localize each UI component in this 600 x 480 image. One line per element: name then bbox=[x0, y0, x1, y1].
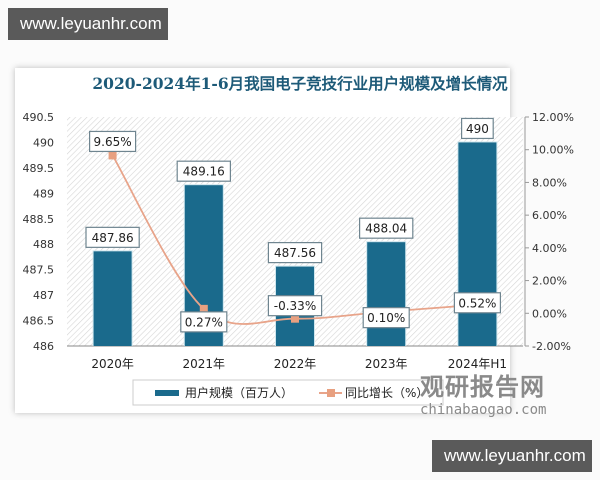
svg-text:-0.33%: -0.33% bbox=[274, 299, 316, 313]
svg-text:490: 490 bbox=[466, 122, 489, 136]
right-axis-tick: 4.00% bbox=[532, 242, 567, 255]
bar bbox=[93, 251, 132, 346]
left-axis-tick: 486.5 bbox=[23, 315, 55, 328]
svg-text:0.52%: 0.52% bbox=[458, 296, 496, 310]
plot-area: 490.5 490 489.5 489 488.5 488 487.5 487 486.5 486… bbox=[23, 111, 574, 406]
right-axis-tick: 10.00% bbox=[532, 144, 574, 157]
line-marker bbox=[199, 304, 208, 313]
right-axis-tick: 6.00% bbox=[532, 209, 567, 222]
left-axis-tick: 487.5 bbox=[23, 264, 55, 277]
bar-value-label bbox=[359, 217, 414, 239]
legend-bar-swatch bbox=[155, 390, 179, 396]
right-axis-tick: 8.00% bbox=[532, 176, 567, 189]
line-marker bbox=[291, 314, 299, 323]
growth-value-label bbox=[362, 307, 410, 329]
svg-text:0.27%: 0.27% bbox=[185, 315, 223, 329]
category-label: 2020年 bbox=[91, 357, 134, 371]
category-label: 2024年H1 bbox=[448, 357, 507, 371]
left-axis-tick: 489.5 bbox=[23, 162, 55, 175]
category-label: 2022年 bbox=[274, 357, 317, 371]
left-axis-tick: 486 bbox=[33, 340, 54, 353]
bar-value-label bbox=[461, 117, 494, 140]
brand-domain: chinabaogao.com bbox=[420, 402, 547, 418]
svg-text:489.16: 489.16 bbox=[183, 165, 225, 179]
bar-value-label bbox=[85, 226, 140, 248]
growth-value-label bbox=[267, 295, 323, 317]
bar-value-label bbox=[267, 242, 323, 264]
legend-bar-label: 用户规模（百万人） bbox=[185, 385, 293, 400]
line-marker bbox=[108, 151, 117, 160]
legend bbox=[132, 379, 444, 406]
legend-line-label: 同比增长（%） bbox=[345, 386, 428, 400]
bar bbox=[367, 242, 406, 346]
left-axis-tick: 490.5 bbox=[23, 111, 55, 124]
watermark-bottom: www.leyuanhr.com bbox=[432, 440, 592, 472]
bar-value-label bbox=[176, 160, 231, 182]
left-axis-tick: 490 bbox=[33, 136, 54, 149]
right-axis-tick: -2.00% bbox=[532, 340, 571, 353]
growth-value-label bbox=[453, 292, 501, 314]
legend-line-swatch bbox=[327, 389, 335, 397]
left-axis-tick: 487 bbox=[33, 289, 54, 302]
category-label: 2023年 bbox=[365, 357, 408, 371]
chart-title: 2020-2024年1-6月我国电子竞技行业用户规模及增长情况 bbox=[92, 74, 508, 93]
svg-text:487.56: 487.56 bbox=[274, 246, 316, 260]
svg-text:487.86: 487.86 bbox=[92, 231, 134, 245]
svg-text:488.04: 488.04 bbox=[365, 222, 407, 236]
left-axis-tick: 489 bbox=[33, 187, 54, 200]
left-axis-tick: 488.5 bbox=[23, 213, 55, 226]
right-axis-tick: 2.00% bbox=[532, 275, 567, 288]
category-label: 2021年 bbox=[183, 357, 226, 371]
brand-name: 观研报告网 bbox=[420, 373, 545, 401]
watermark-top: www.leyuanhr.com bbox=[8, 8, 168, 40]
brand-logo: 观研报告网 chinabaogao.com bbox=[420, 367, 546, 418]
right-axis-tick: 0.00% bbox=[532, 307, 567, 320]
right-axis-tick: 12.00% bbox=[532, 111, 574, 124]
svg-text:0.10%: 0.10% bbox=[367, 311, 405, 325]
growth-value-label bbox=[180, 311, 228, 333]
bar bbox=[458, 142, 497, 346]
growth-value-label bbox=[88, 130, 137, 153]
svg-text:9.65%: 9.65% bbox=[94, 135, 132, 149]
left-axis-tick: 488 bbox=[33, 238, 54, 251]
